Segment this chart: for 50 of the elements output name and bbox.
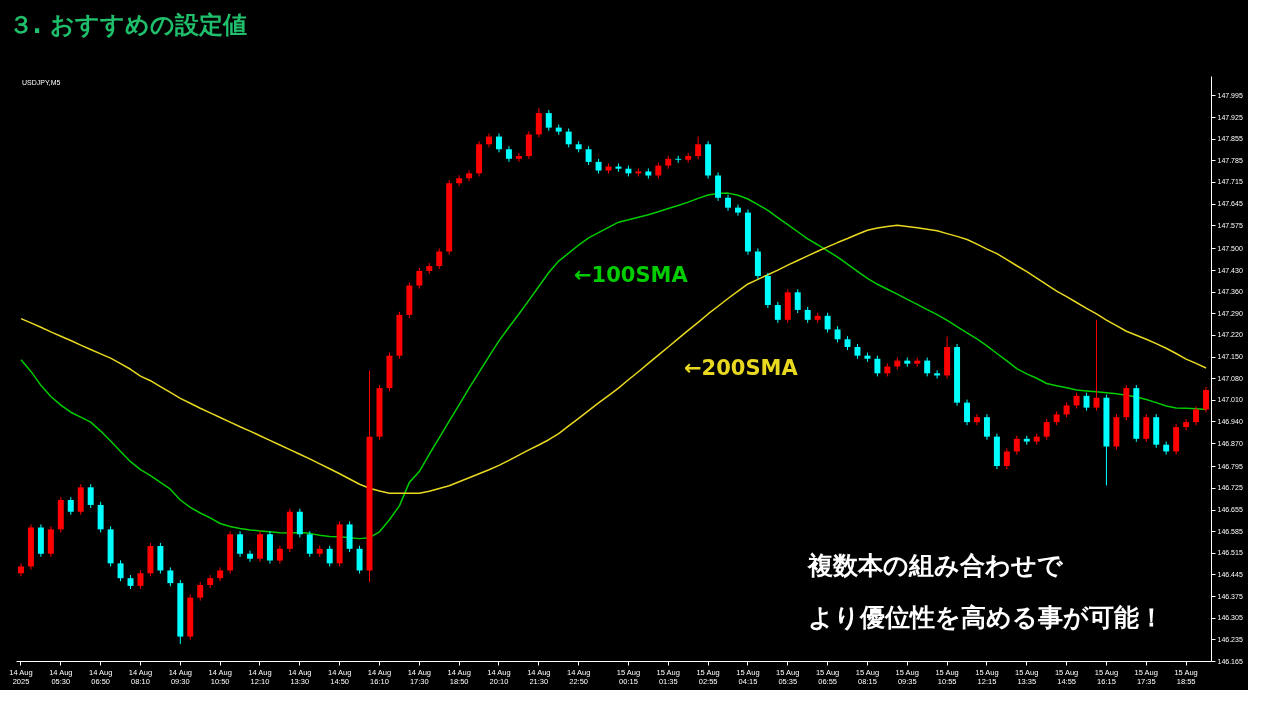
candlestick bbox=[1193, 405, 1200, 426]
candlestick bbox=[874, 355, 881, 377]
candlestick bbox=[306, 530, 313, 558]
candlestick bbox=[824, 312, 831, 333]
candlestick bbox=[1043, 418, 1050, 441]
candlestick bbox=[695, 136, 702, 160]
candlestick bbox=[237, 530, 244, 558]
candlestick bbox=[585, 145, 592, 166]
candlestick bbox=[117, 559, 124, 582]
candlestick bbox=[296, 508, 303, 538]
candlestick bbox=[416, 267, 423, 290]
candlestick bbox=[734, 204, 741, 217]
annotation: より優位性を高める事が可能！ bbox=[808, 603, 1164, 632]
candlestick bbox=[87, 483, 94, 509]
candlestick bbox=[794, 288, 801, 314]
candlestick bbox=[247, 550, 254, 563]
chart-title: ３. おすすめの設定値 bbox=[8, 11, 248, 39]
candlestick bbox=[436, 247, 443, 270]
candlestick bbox=[137, 569, 144, 590]
annotation: 複数本の組み合わせで bbox=[807, 551, 1064, 580]
candlestick bbox=[1183, 418, 1190, 431]
candlestick bbox=[1093, 319, 1100, 412]
candlestick bbox=[495, 132, 502, 153]
candlestick bbox=[356, 545, 363, 575]
candlestick bbox=[535, 107, 542, 138]
candlestick bbox=[715, 171, 722, 202]
candlestick bbox=[1203, 386, 1210, 414]
candlestick bbox=[525, 130, 532, 160]
candlestick bbox=[486, 132, 493, 148]
candlestick bbox=[197, 581, 204, 602]
candlestick bbox=[466, 169, 473, 182]
line-series bbox=[20, 224, 1207, 494]
candlestick bbox=[1013, 435, 1020, 456]
candlestick bbox=[1003, 447, 1010, 470]
candlestick bbox=[1143, 413, 1150, 443]
annotation: ←100SMA bbox=[574, 263, 689, 287]
candlestick bbox=[973, 413, 980, 426]
candlestick bbox=[934, 369, 941, 380]
candlestick bbox=[964, 399, 971, 426]
candlestick bbox=[167, 566, 174, 587]
candlestick bbox=[17, 562, 24, 577]
candlestick bbox=[545, 109, 552, 132]
candlestick bbox=[774, 301, 781, 324]
candlestick bbox=[924, 357, 931, 377]
candlestick bbox=[456, 174, 463, 187]
candlestick bbox=[326, 545, 333, 567]
candlestick bbox=[565, 128, 572, 148]
candlestick bbox=[983, 413, 990, 441]
candlestick bbox=[515, 152, 522, 163]
annotation: ←200SMA bbox=[684, 356, 799, 380]
